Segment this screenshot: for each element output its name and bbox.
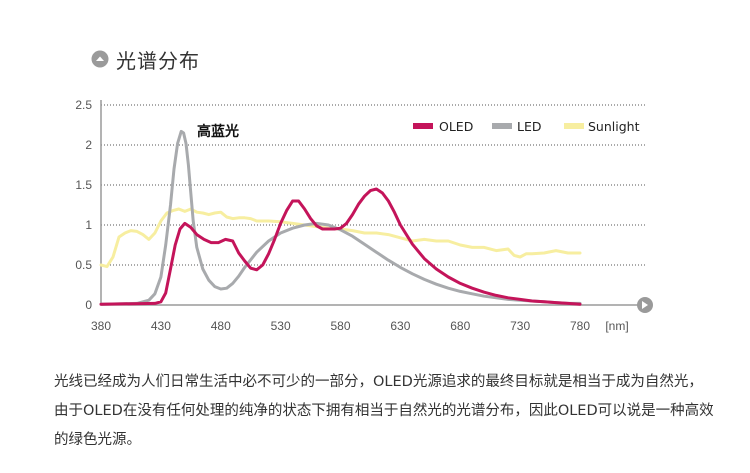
x-tick-label: 680 bbox=[450, 319, 470, 333]
x-tick-label: 730 bbox=[510, 319, 530, 333]
x-tick-label: 580 bbox=[330, 319, 350, 333]
caption-paragraph: 光线已经成为人们日常生活中必不可少的一部分，OLED光源追求的最终目标就是相当于… bbox=[54, 374, 714, 448]
legend-swatch-led bbox=[492, 123, 512, 129]
y-tick-label: 1.5 bbox=[75, 178, 92, 192]
y-tick-label: 0.5 bbox=[75, 258, 92, 272]
x-axis-label: [nm] bbox=[605, 319, 628, 333]
x-tick-label: 630 bbox=[390, 319, 410, 333]
series-line-oled bbox=[99, 187, 582, 306]
series-line-sunlight bbox=[99, 207, 582, 269]
y-tick-label: 1 bbox=[85, 218, 92, 232]
legend-swatch-oled bbox=[413, 123, 433, 129]
chevron-up-circle-icon bbox=[91, 50, 109, 68]
legend-label-sunlight: Sunlight bbox=[588, 119, 640, 134]
series-line-led bbox=[99, 129, 582, 306]
legend-swatch-sunlight bbox=[564, 123, 584, 129]
section-header: 光谱分布 bbox=[91, 46, 200, 73]
legend-label-led: LED bbox=[517, 119, 542, 134]
x-tick-label: 380 bbox=[91, 319, 111, 333]
x-tick-label: 430 bbox=[151, 319, 171, 333]
y-tick-label: 2.5 bbox=[75, 98, 92, 112]
play-icon bbox=[642, 301, 648, 309]
spectrum-chart: 0 0.5 1 1.5 2 2.5 380 430 480 530 580 630 680 730 780 [… bbox=[75, 98, 653, 333]
page-title: 光谱分布 bbox=[116, 48, 200, 73]
x-tick-label: 530 bbox=[271, 319, 291, 333]
legend-label-oled: OLED bbox=[439, 119, 473, 134]
y-tick-label: 2 bbox=[85, 138, 92, 152]
y-tick-label: 0 bbox=[85, 298, 92, 312]
x-tick-label: 480 bbox=[211, 319, 231, 333]
x-tick-label: 780 bbox=[570, 319, 590, 333]
annotation-high-blue: 高蓝光 bbox=[197, 123, 239, 140]
